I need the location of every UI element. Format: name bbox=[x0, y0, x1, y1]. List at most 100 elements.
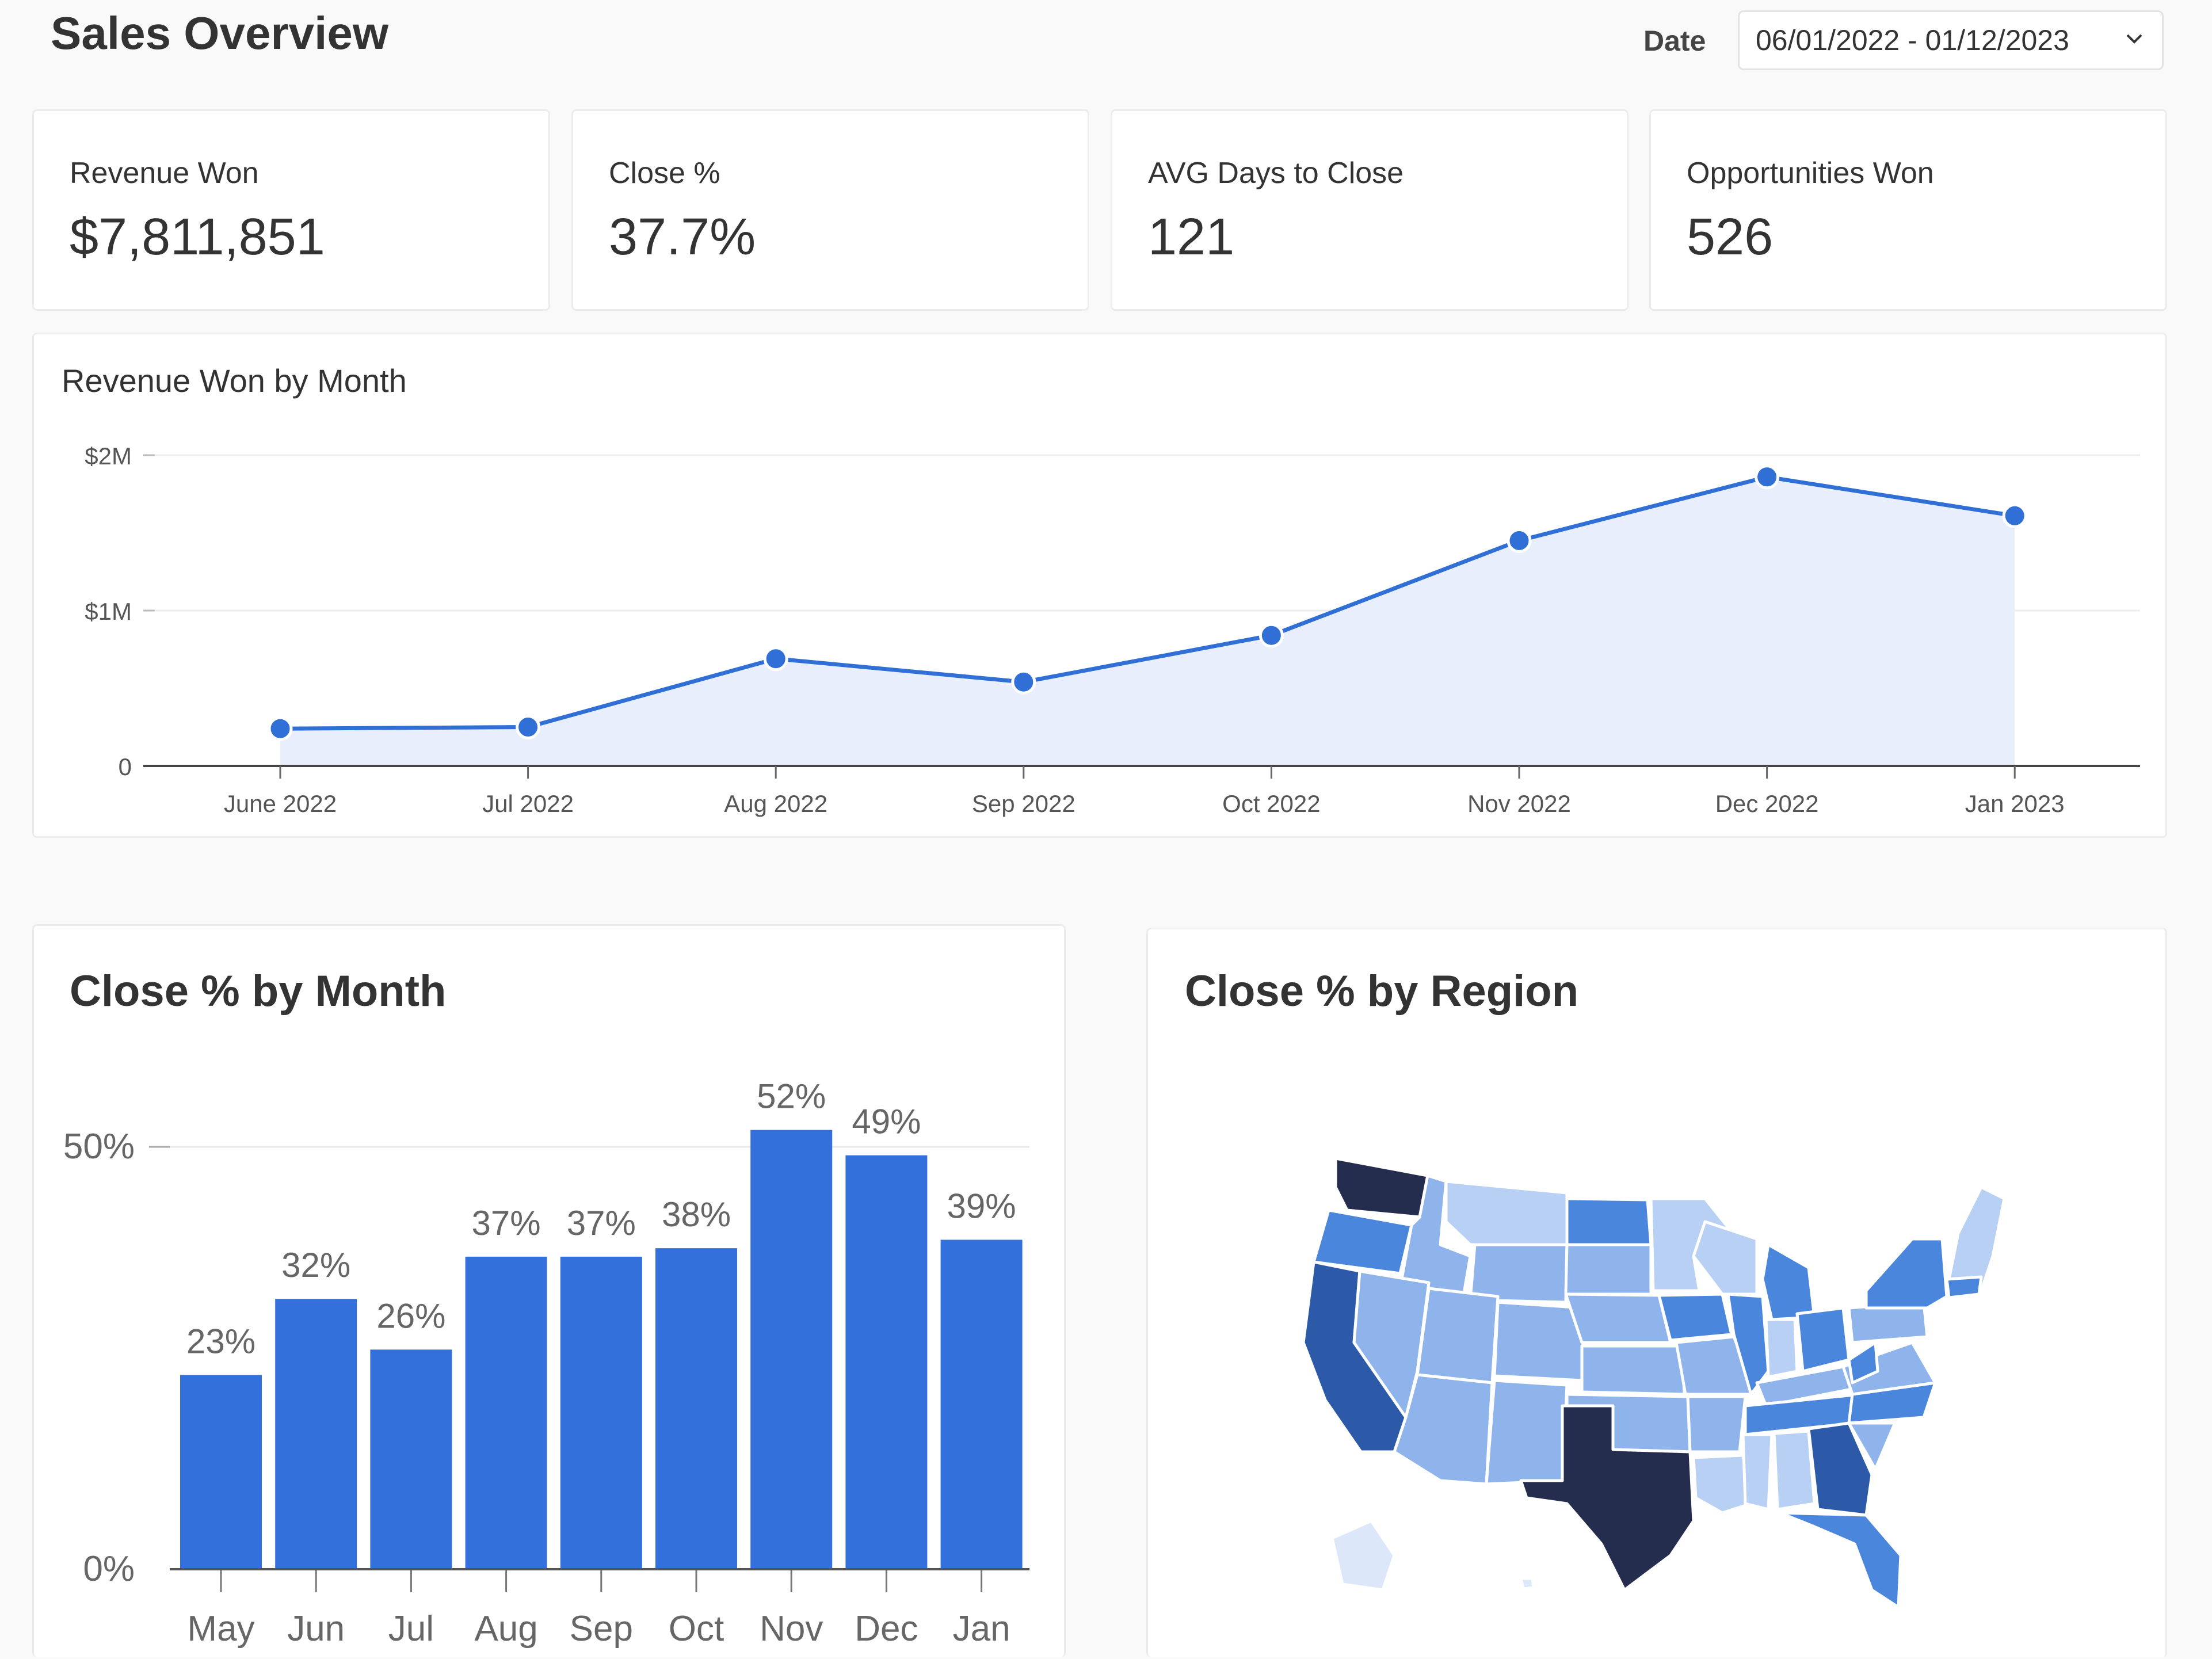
state-wyoming[interactable] bbox=[1469, 1243, 1569, 1304]
bar-value-label: 37% bbox=[567, 1204, 636, 1242]
state-new-england[interactable] bbox=[1945, 1185, 2006, 1292]
x-tick-label: Jul 2022 bbox=[482, 790, 574, 817]
x-tick-label: Sep bbox=[570, 1609, 633, 1649]
state-virginia[interactable] bbox=[1841, 1341, 1937, 1396]
state-kansas[interactable] bbox=[1580, 1344, 1686, 1396]
kpi-value: 526 bbox=[1687, 208, 1774, 266]
state-nebraska[interactable] bbox=[1564, 1292, 1672, 1344]
x-tick-label: Jul bbox=[388, 1609, 434, 1649]
y-tick-label: $1M bbox=[85, 598, 132, 625]
kpi-card-avg-days-to-close[interactable]: AVG Days to Close 121 bbox=[1111, 109, 1629, 311]
state-ohio[interactable] bbox=[1795, 1306, 1851, 1373]
kpi-card-revenue-won[interactable]: Revenue Won $7,811,851 bbox=[32, 109, 550, 311]
revenue-line-chart: 0 $1M $2M June 2022 Jul 2022 Aug 2022 Sep 2022… bbox=[85, 443, 2140, 817]
x-tick-label: Nov 2022 bbox=[1467, 790, 1571, 817]
state-florida[interactable] bbox=[1778, 1511, 1902, 1609]
page-title: Sales Overview bbox=[51, 7, 389, 59]
bar-value-label: 38% bbox=[662, 1195, 731, 1234]
revenue-data-point[interactable] bbox=[516, 715, 541, 739]
revenue-data-point[interactable] bbox=[2002, 503, 2027, 528]
kpi-value: $7,811,851 bbox=[70, 208, 325, 266]
bar-value-label: 49% bbox=[852, 1103, 921, 1141]
close-month-bar[interactable] bbox=[940, 1240, 1023, 1569]
revenue-data-point[interactable] bbox=[1011, 669, 1036, 695]
revenue-data-point[interactable] bbox=[1755, 464, 1780, 490]
x-tick-label: May bbox=[187, 1609, 254, 1649]
state-alabama[interactable] bbox=[1772, 1429, 1816, 1511]
state-hawaii[interactable] bbox=[1519, 1577, 1535, 1591]
kpi-label: Opportunities Won bbox=[1687, 157, 1934, 190]
state-colorado[interactable] bbox=[1493, 1300, 1586, 1382]
x-tick-label: Jan bbox=[953, 1609, 1010, 1649]
state-washington[interactable] bbox=[1334, 1157, 1429, 1219]
chart-title: Close % by Month bbox=[70, 967, 447, 1016]
state-south-carolina[interactable] bbox=[1847, 1421, 1897, 1471]
state-michigan[interactable] bbox=[1761, 1243, 1816, 1321]
x-tick-label: Aug 2022 bbox=[724, 790, 827, 817]
revenue-area-fill bbox=[280, 476, 2015, 766]
y-tick-label: $2M bbox=[85, 443, 132, 470]
state-utah[interactable] bbox=[1416, 1287, 1500, 1385]
kpi-label: Revenue Won bbox=[70, 157, 259, 190]
state-texas[interactable] bbox=[1519, 1404, 1695, 1592]
x-tick-label: Oct bbox=[669, 1609, 724, 1649]
bar-value-label: 39% bbox=[947, 1187, 1016, 1225]
close-month-bar[interactable] bbox=[275, 1299, 357, 1569]
kpi-card-close-percent[interactable]: Close % 37.7% bbox=[571, 109, 1089, 311]
state-indiana[interactable] bbox=[1764, 1318, 1799, 1379]
x-tick-label: Jan 2023 bbox=[1965, 790, 2065, 817]
state-new-mexico[interactable] bbox=[1485, 1379, 1569, 1486]
state-west-virginia[interactable] bbox=[1847, 1341, 1879, 1385]
state-georgia[interactable] bbox=[1807, 1421, 1874, 1517]
kpi-label: AVG Days to Close bbox=[1148, 157, 1404, 190]
state-mississippi[interactable] bbox=[1741, 1433, 1774, 1511]
state-iowa[interactable] bbox=[1657, 1292, 1733, 1342]
y-tick-label: 50% bbox=[63, 1127, 135, 1166]
x-tick-label: Dec 2022 bbox=[1715, 790, 1819, 817]
close-month-bar[interactable] bbox=[750, 1130, 833, 1569]
y-tick-label: 0 bbox=[119, 753, 132, 780]
us-choropleth-map[interactable] bbox=[1148, 929, 2165, 1656]
close-month-bar[interactable] bbox=[465, 1256, 547, 1569]
state-massachusetts[interactable] bbox=[1945, 1275, 1983, 1299]
state-alaska[interactable] bbox=[1330, 1519, 1396, 1592]
date-range-dropdown[interactable]: 06/01/2022 - 01/12/2023 bbox=[1738, 10, 2164, 70]
state-new-york[interactable] bbox=[1864, 1237, 1948, 1310]
x-tick-label: Dec bbox=[855, 1609, 918, 1649]
revenue-data-point[interactable] bbox=[1258, 623, 1284, 648]
bar-value-label: 23% bbox=[186, 1322, 255, 1360]
bar-value-label: 52% bbox=[757, 1077, 826, 1116]
kpi-card-opportunities-won[interactable]: Opportunities Won 526 bbox=[1649, 109, 2167, 311]
state-wisconsin[interactable] bbox=[1692, 1220, 1759, 1296]
close-month-bar[interactable] bbox=[370, 1349, 452, 1569]
chart-title: Revenue Won by Month bbox=[62, 363, 407, 399]
kpi-value: 121 bbox=[1148, 208, 1235, 266]
revenue-data-point[interactable] bbox=[1507, 528, 1532, 553]
y-tick-label: 0% bbox=[83, 1549, 135, 1589]
state-louisiana[interactable] bbox=[1692, 1454, 1753, 1515]
revenue-series-line bbox=[280, 475, 2015, 731]
close-month-bar[interactable] bbox=[180, 1375, 262, 1569]
x-tick-label: Aug bbox=[474, 1609, 537, 1649]
bar-value-label: 32% bbox=[281, 1246, 350, 1284]
state-montana[interactable] bbox=[1444, 1180, 1569, 1246]
close-month-bar-chart: 0% 50% 23% May 32% Jun 26% Jul 37% Aug 37% Sep 38% Oc… bbox=[63, 1077, 1029, 1649]
x-tick-label: Oct 2022 bbox=[1222, 790, 1320, 817]
chevron-down-icon bbox=[2123, 24, 2146, 57]
state-arkansas[interactable] bbox=[1686, 1395, 1747, 1454]
state-missouri[interactable] bbox=[1675, 1335, 1759, 1396]
close-month-bar[interactable] bbox=[655, 1248, 737, 1569]
state-arizona[interactable] bbox=[1393, 1373, 1494, 1486]
state-north-dakota[interactable] bbox=[1565, 1197, 1653, 1246]
revenue-data-point[interactable] bbox=[268, 716, 293, 741]
close-region-card: Close % by Region bbox=[1146, 928, 2167, 1657]
state-oregon[interactable] bbox=[1312, 1208, 1413, 1275]
x-tick-label: Sep 2022 bbox=[972, 790, 1076, 817]
x-tick-label: June 2022 bbox=[224, 790, 337, 817]
revenue-data-point[interactable] bbox=[763, 646, 788, 672]
x-tick-label: Nov bbox=[760, 1609, 823, 1649]
close-month-bar[interactable] bbox=[845, 1155, 928, 1569]
state-south-dakota[interactable] bbox=[1564, 1243, 1653, 1296]
close-month-bar[interactable] bbox=[560, 1256, 642, 1569]
